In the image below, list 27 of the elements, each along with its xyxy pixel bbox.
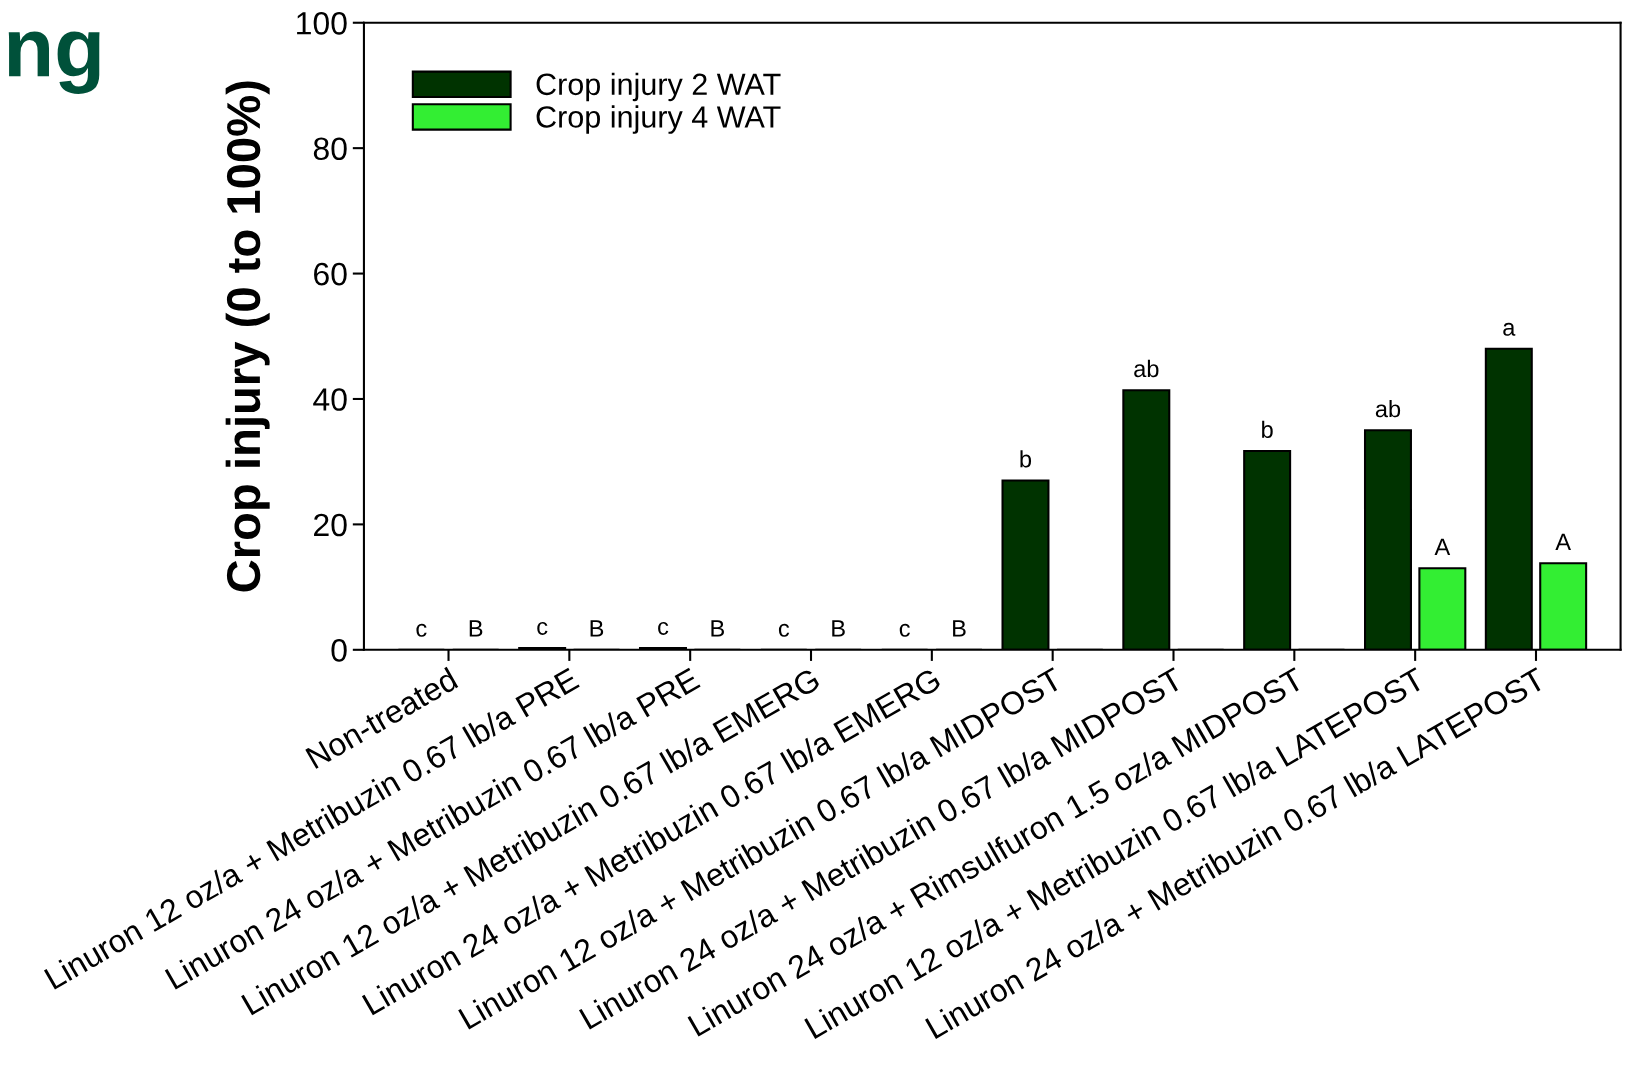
- annotation: B: [832, 620, 845, 637]
- annotation: ab: [1134, 359, 1159, 378]
- annotation: c: [416, 623, 427, 637]
- annotation: B: [590, 620, 604, 637]
- annotation: c: [658, 621, 669, 635]
- annotation: b: [1020, 450, 1032, 468]
- annotation: c: [778, 623, 790, 637]
- annotation: c: [537, 621, 548, 635]
- chart-title: ng: [8, 31, 100, 94]
- y-tick-label: 40: [313, 388, 347, 411]
- legend-label: Crop injury 2 WAT: [536, 72, 781, 102]
- y-tick-label: 80: [313, 137, 347, 161]
- annotation: b: [1262, 420, 1273, 439]
- annotation: A: [1434, 538, 1451, 556]
- annotation: B: [469, 620, 483, 637]
- annotation: B: [953, 620, 966, 637]
- annotation: ab: [1375, 399, 1401, 418]
- annotation: c: [899, 623, 910, 637]
- annotation: B: [711, 620, 724, 637]
- legend-label: Crop injury 4 WAT: [536, 105, 781, 134]
- annotation: A: [1555, 533, 1572, 551]
- y-axis-title: Crop injury (0 to 100%): [225, 81, 270, 592]
- annotation: a: [1503, 322, 1516, 336]
- y-tick-label: 60: [314, 262, 347, 286]
- y-tick-label: 20: [314, 513, 347, 537]
- y-tick-label: 100: [297, 12, 347, 35]
- y-tick-label: 0: [331, 639, 347, 662]
